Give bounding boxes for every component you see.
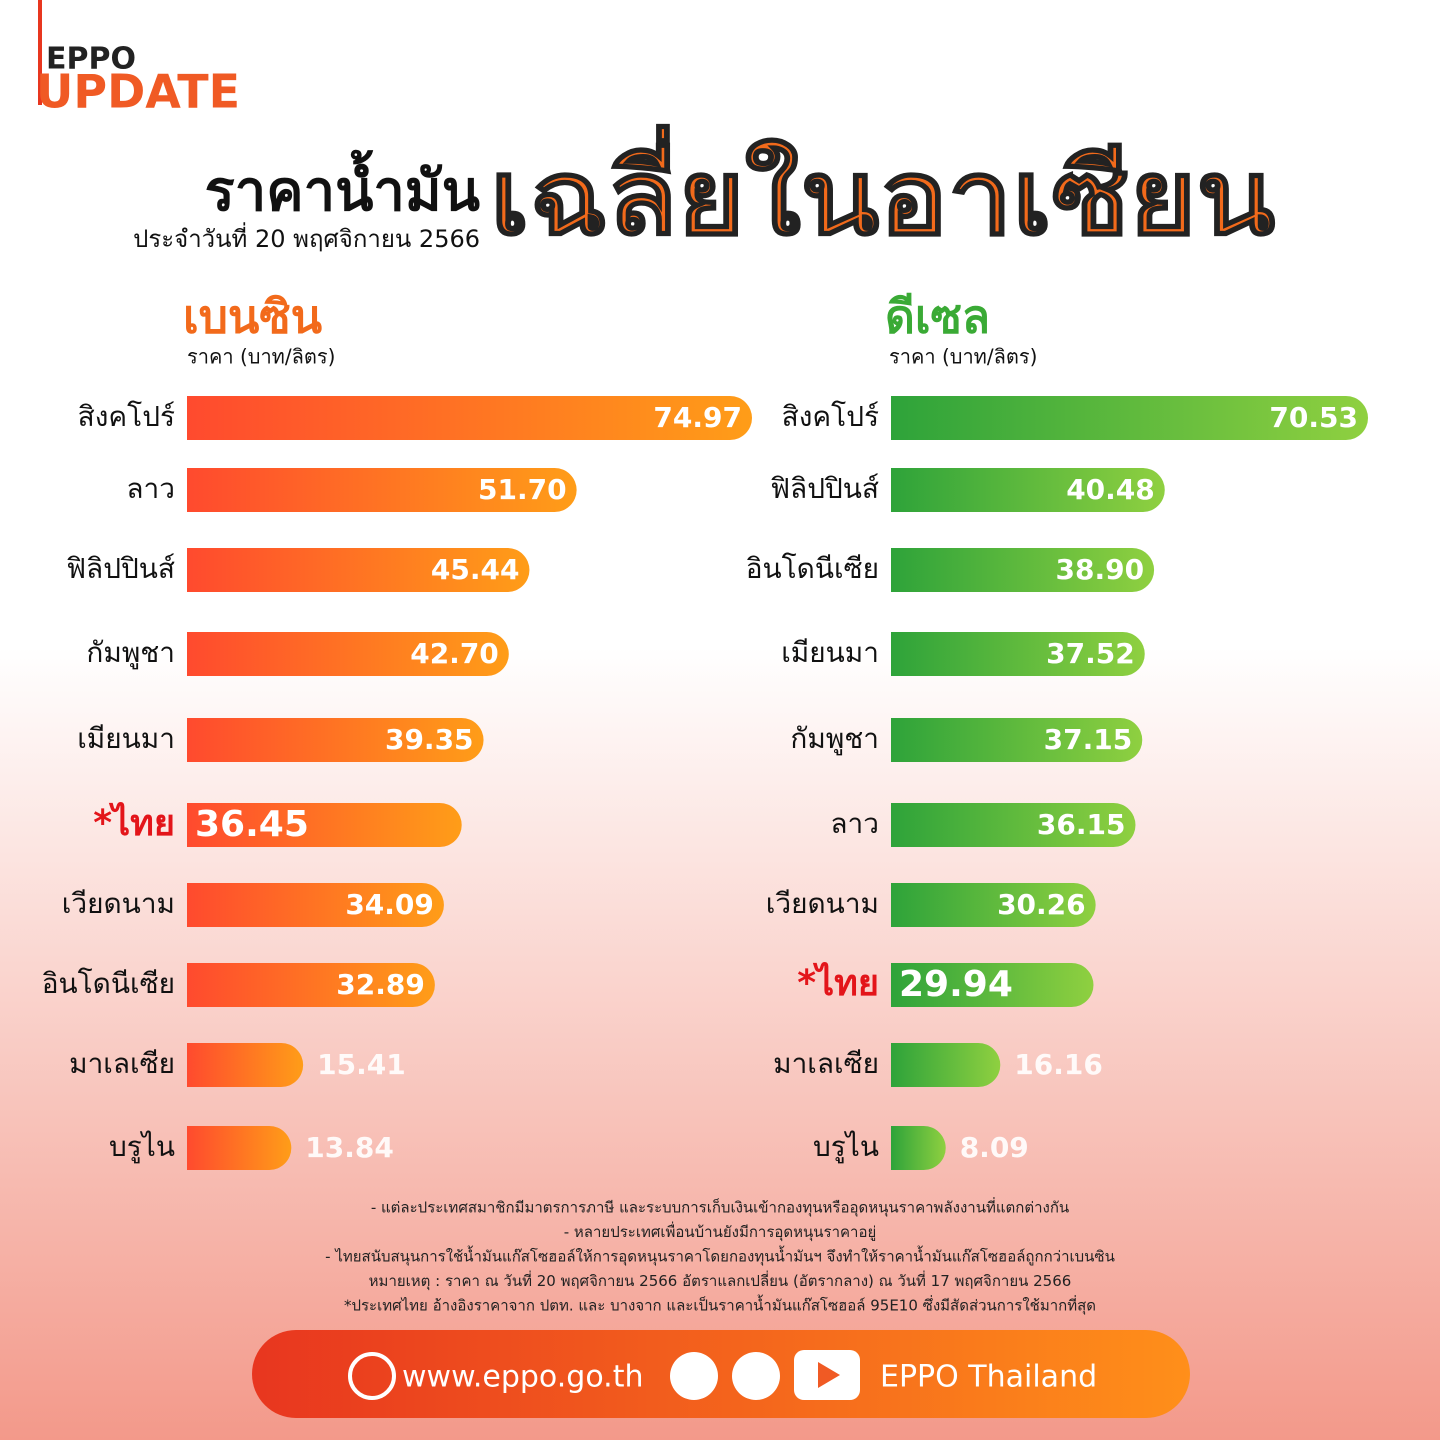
- bar-chart: เบนซินราคา (บาท/ลิตร) สิงคโปร์ 74.97 ลาว 51.…: [42, 290, 752, 1170]
- unit-label: ราคา (บาท/ลิตร): [187, 345, 335, 369]
- category-label: สิงคโปร์: [78, 400, 175, 433]
- globe-icon: [348, 1352, 396, 1400]
- bar: [891, 963, 1094, 1007]
- bar: [187, 1126, 292, 1170]
- bar: [891, 548, 1155, 592]
- bar: [891, 1043, 1001, 1087]
- bar: [187, 548, 530, 592]
- value-label: 39.35: [385, 723, 474, 756]
- bar: [891, 396, 1368, 440]
- value-label: 15.41: [317, 1048, 406, 1081]
- bar: [891, 883, 1096, 927]
- category-label: เมียนมา: [77, 722, 175, 755]
- brand: EPPO: [46, 42, 136, 77]
- value-label: 51.70: [478, 473, 567, 506]
- category-label: กัมพูชา: [790, 722, 879, 756]
- website: www.eppo.go.th: [402, 1360, 643, 1395]
- unit-label: ราคา (บาท/ลิตร): [889, 345, 1037, 369]
- value-label: 8.09: [960, 1131, 1029, 1164]
- chart-title: ดีเซล: [885, 290, 990, 344]
- note-line: หมายเหตุ : ราคา ณ วันที่ 20 พฤศจิกายน 25…: [369, 1270, 1072, 1291]
- notes: - แต่ละประเทศสมาชิกมีมาตรการภาษี และระบบ…: [325, 1197, 1115, 1316]
- category-label: ฟิลิปปินส์: [770, 472, 879, 505]
- category-label: บรูไน: [109, 1130, 175, 1164]
- category-label: บรูไน: [813, 1130, 879, 1164]
- bar: [891, 632, 1145, 676]
- category-label: เมียนมา: [781, 636, 879, 669]
- category-label: ฟิลิปปินส์: [66, 552, 175, 585]
- category-label: เวียดนาม: [766, 887, 879, 920]
- value-label: 37.15: [1044, 723, 1133, 756]
- value-label: 34.09: [345, 888, 434, 921]
- value-label: 36.15: [1037, 808, 1126, 841]
- subtitle: ประจำวันที่ 20 พฤศจิกายน 2566: [133, 222, 480, 253]
- bar: [187, 396, 752, 440]
- value-label: 13.84: [305, 1131, 394, 1164]
- value-label: 40.48: [1066, 473, 1155, 506]
- value-label: 30.26: [997, 888, 1086, 921]
- category-label: อินโดนีเซีย: [42, 967, 175, 1000]
- category-label: ลาว: [126, 472, 175, 505]
- bar: [891, 718, 1143, 762]
- category-label: สิงคโปร์: [782, 400, 879, 433]
- value-label: 70.53: [1269, 401, 1358, 434]
- category-label: เวียดนาม: [62, 887, 175, 920]
- bar: [891, 1126, 946, 1170]
- update-label: UPDATE: [36, 65, 240, 119]
- bar: [187, 963, 435, 1007]
- youtube-play: [818, 1362, 840, 1388]
- title-main: ราคาน้ำมัน: [205, 150, 480, 224]
- chart-title: เบนซิน: [183, 290, 323, 344]
- bar: [187, 718, 484, 762]
- twitter-icon[interactable]: [732, 1352, 780, 1400]
- value-label: 32.89: [336, 968, 425, 1001]
- category-label: ลาว: [830, 807, 879, 840]
- social-handle: EPPO Thailand: [880, 1360, 1097, 1395]
- category-label: มาเลเซีย: [69, 1047, 175, 1080]
- note-line: - ไทยสนับสนุนการใช้น้ำมันแก๊สโซฮอล์ให้กา…: [325, 1246, 1115, 1267]
- bar: [891, 468, 1165, 512]
- bar: [187, 468, 577, 512]
- category-label: กัมพูชา: [86, 636, 175, 670]
- category-label: *ไทย: [93, 801, 175, 844]
- value-label: 45.44: [431, 553, 520, 586]
- value-label: 37.52: [1046, 637, 1135, 670]
- value-label: 36.45: [195, 804, 309, 845]
- bar: [187, 803, 462, 847]
- bar: [891, 803, 1136, 847]
- value-label: 38.90: [1056, 553, 1145, 586]
- footer-pill: [252, 1330, 1190, 1418]
- bar: [187, 1043, 304, 1087]
- title-accent: เฉลี่ยในอาเซียน: [490, 124, 1275, 258]
- category-label: มาเลเซีย: [773, 1047, 879, 1080]
- value-label: 42.70: [410, 637, 499, 670]
- value-label: 16.16: [1014, 1048, 1103, 1081]
- bar: [187, 883, 444, 927]
- value-label: 74.97: [653, 401, 742, 434]
- bar: [187, 632, 509, 676]
- note-line: - หลายประเทศเพื่อนบ้านยังมีการอุดหนุนราค…: [564, 1221, 877, 1242]
- note-line: - แต่ละประเทศสมาชิกมีมาตรการภาษี และระบบ…: [371, 1197, 1069, 1218]
- category-label: *ไทย: [797, 961, 879, 1004]
- facebook-icon[interactable]: [670, 1352, 718, 1400]
- note-line: *ประเทศไทย อ้างอิงราคาจาก ปตท. และ บางจา…: [344, 1295, 1096, 1316]
- category-label: อินโดนีเซีย: [746, 552, 879, 585]
- value-label: 29.94: [899, 964, 1013, 1005]
